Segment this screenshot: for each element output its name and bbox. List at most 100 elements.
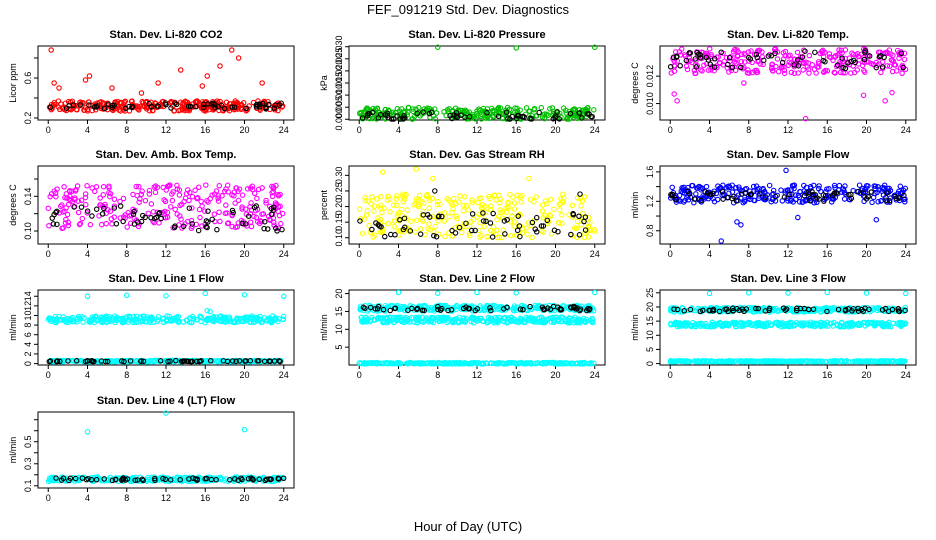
data-point — [871, 183, 877, 189]
data-point — [759, 190, 765, 197]
x-tick-label: 0 — [668, 125, 673, 135]
data-point — [667, 63, 674, 70]
data-point — [772, 193, 779, 200]
data-point — [368, 201, 374, 207]
data-point — [503, 209, 509, 216]
data-point — [70, 102, 77, 108]
y-tick-label: 14 — [23, 291, 33, 301]
series-1 — [45, 290, 287, 364]
data-point — [481, 223, 487, 230]
outlier-point — [882, 98, 888, 104]
data-point — [189, 313, 196, 320]
data-point — [133, 358, 139, 364]
data-point — [746, 70, 752, 76]
data-point — [669, 191, 676, 198]
data-point — [89, 213, 95, 219]
data-point — [142, 318, 148, 325]
data-point — [109, 102, 116, 109]
data-point — [239, 192, 246, 198]
data-point — [439, 213, 445, 220]
data-point — [591, 107, 597, 113]
data-point — [275, 107, 281, 114]
data-point — [174, 182, 180, 189]
data-point — [738, 51, 745, 58]
data-point — [102, 358, 109, 365]
data-point — [70, 105, 76, 111]
data-point — [413, 217, 420, 224]
data-point — [544, 217, 551, 224]
data-point — [461, 194, 468, 200]
data-point — [517, 233, 523, 240]
data-point — [418, 226, 424, 232]
data-point — [515, 213, 521, 219]
data-point — [113, 316, 119, 322]
data-point — [98, 315, 104, 321]
y-axis-label: ml/min — [630, 314, 640, 341]
x-tick-label: 4 — [707, 125, 712, 135]
data-point — [428, 109, 435, 116]
data-point — [494, 216, 500, 223]
data-point — [99, 211, 106, 217]
data-point — [846, 191, 852, 198]
data-point — [487, 203, 494, 209]
data-point — [519, 192, 525, 199]
data-point — [242, 221, 249, 227]
panel-title: Stan. Dev. Li-820 CO2 — [110, 29, 223, 41]
data-point — [173, 357, 179, 364]
data-point — [84, 208, 91, 214]
data-point — [441, 210, 448, 216]
data-point — [480, 210, 486, 216]
data-point — [400, 115, 406, 121]
data-point — [684, 66, 691, 73]
data-point — [274, 228, 280, 234]
y-tick-label: 15 — [334, 306, 344, 316]
data-point — [198, 198, 204, 205]
data-point — [496, 234, 503, 240]
data-point — [369, 226, 375, 233]
data-point — [532, 226, 538, 232]
outlier-point — [513, 45, 520, 51]
data-point — [46, 222, 52, 229]
series-1 — [668, 46, 909, 122]
x-tick-label: 20 — [239, 370, 249, 380]
data-point — [746, 54, 752, 61]
data-point — [540, 215, 546, 221]
data-point — [419, 198, 425, 205]
y-tick-label: 0.015 — [334, 72, 344, 95]
data-point — [462, 224, 469, 230]
data-point — [801, 47, 807, 53]
data-point — [196, 206, 203, 213]
data-point — [209, 216, 215, 223]
data-point — [169, 197, 176, 204]
data-point — [277, 358, 283, 365]
outlier-point — [734, 219, 740, 225]
data-point — [162, 198, 169, 205]
x-tick-label: 12 — [472, 249, 482, 259]
data-point — [92, 188, 98, 195]
data-point — [76, 315, 83, 321]
data-point — [160, 319, 167, 326]
data-point — [708, 64, 715, 71]
data-point — [876, 53, 883, 60]
outlier-point — [795, 214, 801, 221]
data-point — [278, 220, 284, 227]
data-point — [815, 59, 822, 65]
data-point — [514, 113, 521, 119]
data-point — [495, 104, 502, 111]
data-point — [725, 61, 731, 68]
data-point — [881, 185, 887, 191]
data-point — [182, 195, 189, 201]
data-point — [186, 319, 193, 326]
x-tick-label: 0 — [357, 370, 362, 380]
data-point — [545, 112, 551, 119]
data-point — [154, 357, 160, 364]
data-point — [733, 60, 739, 67]
data-point — [531, 198, 537, 205]
data-point — [82, 358, 89, 365]
data-point — [676, 197, 682, 203]
data-point — [461, 108, 467, 115]
data-point — [165, 358, 171, 365]
data-point — [706, 46, 713, 52]
data-point — [671, 68, 678, 74]
